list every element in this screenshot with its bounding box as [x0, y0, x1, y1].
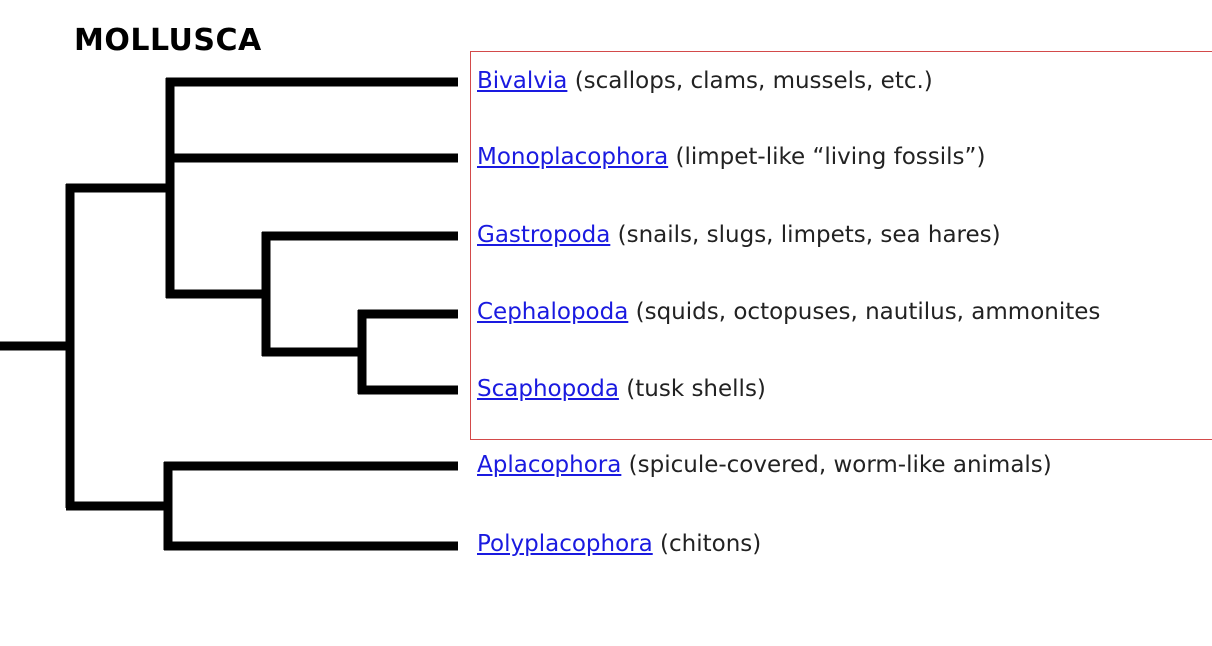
link-scaphopoda[interactable]: Scaphopoda [477, 376, 619, 402]
description-aplacophora: (spicule-covered, worm-like animals) [628, 452, 1052, 478]
link-gastropoda[interactable]: Gastropoda [477, 222, 611, 248]
link-polyplacophora[interactable]: Polyplacophora [477, 531, 653, 557]
taxon-label-polyplacophora: Polyplacophora (chitons) [477, 529, 761, 559]
description-bivalvia: (scallops, clams, mussels, etc.) [574, 68, 933, 94]
taxon-label-monoplacophora: Monoplacophora (limpet-like “living foss… [477, 142, 985, 172]
link-aplacophora[interactable]: Aplacophora [477, 452, 622, 478]
description-scaphopoda: (tusk shells) [626, 376, 766, 402]
description-monoplacophora: (limpet-like “living fossils”) [675, 144, 986, 170]
description-cephalopoda: (squids, octopuses, nautilus, ammonites [635, 299, 1101, 325]
link-cephalopoda[interactable]: Cephalopoda [477, 299, 629, 325]
taxon-label-scaphopoda: Scaphopoda (tusk shells) [477, 374, 766, 404]
taxon-label-cephalopoda: Cephalopoda (squids, octopuses, nautilus… [477, 297, 1100, 327]
diagram-title: MOLLUSCA [74, 23, 262, 58]
description-gastropoda: (snails, slugs, limpets, sea hares) [617, 222, 1001, 248]
link-bivalvia[interactable]: Bivalvia [477, 68, 568, 94]
taxon-label-bivalvia: Bivalvia (scallops, clams, mussels, etc.… [477, 66, 933, 96]
conchifera-highlight-box [470, 51, 1212, 440]
taxon-label-aplacophora: Aplacophora (spicule-covered, worm-like … [477, 450, 1052, 480]
link-monoplacophora[interactable]: Monoplacophora [477, 144, 669, 170]
description-polyplacophora: (chitons) [660, 531, 762, 557]
taxon-label-gastropoda: Gastropoda (snails, slugs, limpets, sea … [477, 220, 1001, 250]
